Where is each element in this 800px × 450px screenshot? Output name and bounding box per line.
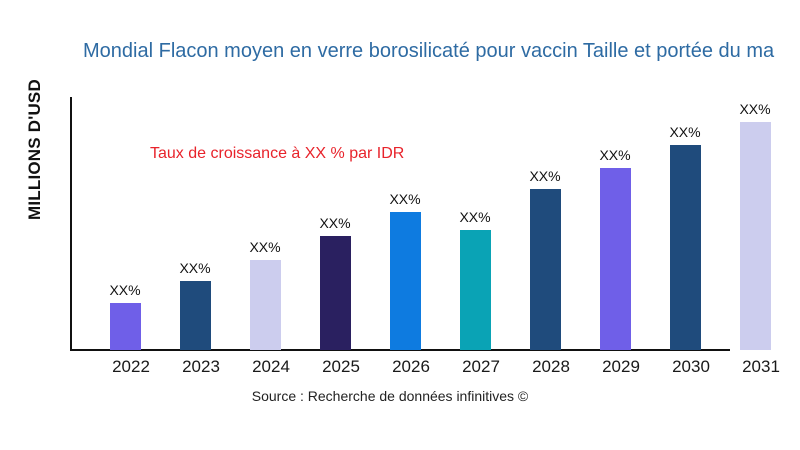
bar-2026 (389, 212, 421, 350)
x-axis-line (70, 349, 730, 351)
bar-2029 (599, 168, 631, 350)
bar-2031 (739, 122, 771, 350)
y-axis-label: MILLIONS D'USD (25, 79, 44, 220)
bar-2024 (249, 260, 281, 350)
growth-rate-annotation: Taux de croissance à XX % par IDR (150, 145, 405, 162)
bar-2028 (529, 189, 561, 350)
bar-value-label-2030: XX% (669, 124, 701, 140)
chart-title: Mondial Flacon moyen en verre borosilica… (83, 40, 775, 62)
bar-value-label-2025: XX% (319, 215, 351, 231)
x-tick-label-2024: 2024 (252, 357, 290, 376)
x-tick-label-2028: 2028 (532, 357, 570, 376)
x-tick-label-2027: 2027 (462, 357, 500, 376)
x-tick-label-2031: 2031 (742, 357, 780, 376)
x-tick-label-2026: 2026 (392, 357, 430, 376)
bar-2022 (109, 303, 141, 350)
bar-value-label-2027: XX% (459, 209, 491, 225)
x-tick-label-2023: 2023 (182, 357, 220, 376)
bar-value-label-2028: XX% (529, 168, 561, 184)
y-axis-line (70, 97, 72, 351)
x-tick-label-2030: 2030 (672, 357, 710, 376)
bar-value-label-2024: XX% (249, 239, 281, 255)
bar-2030 (669, 145, 701, 350)
x-tick-label-2022: 2022 (112, 357, 150, 376)
source-note: Source : Recherche de données infinitive… (251, 388, 529, 404)
bar-value-label-2022: XX% (109, 282, 141, 298)
x-tick-label-2029: 2029 (602, 357, 640, 376)
x-tick-label-2025: 2025 (322, 357, 360, 376)
bar-value-label-2029: XX% (599, 147, 631, 163)
bar-2025 (319, 236, 351, 350)
bar-2027 (459, 230, 491, 350)
bar-value-label-2023: XX% (179, 260, 211, 276)
bar-2023 (179, 281, 211, 350)
bar-value-label-2026: XX% (389, 191, 421, 207)
bar-value-label-2031: XX% (739, 101, 771, 117)
